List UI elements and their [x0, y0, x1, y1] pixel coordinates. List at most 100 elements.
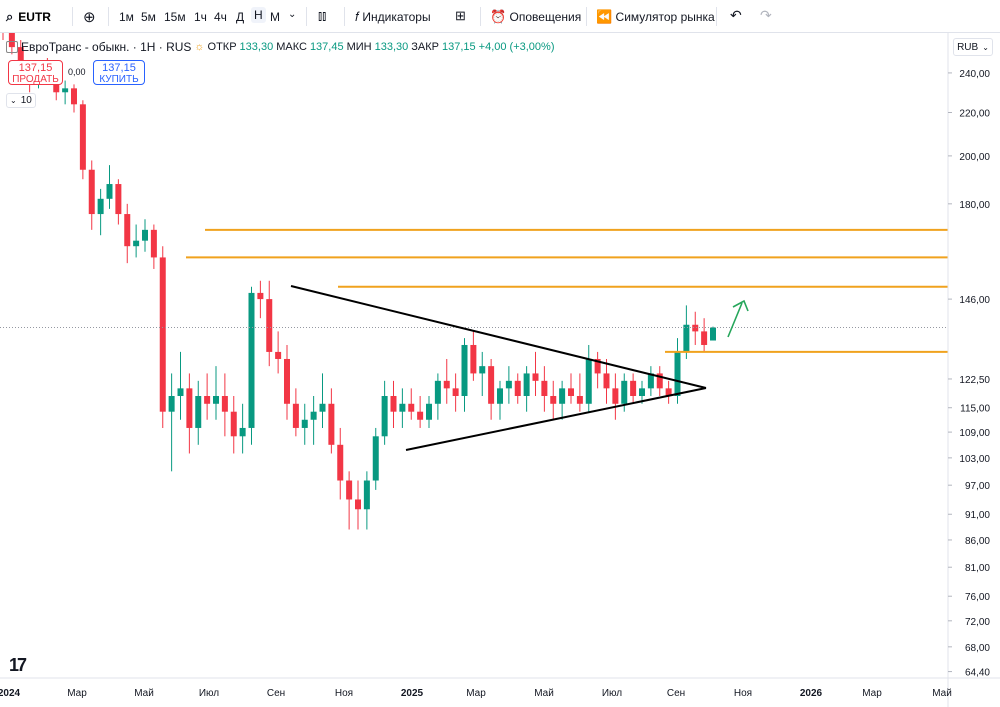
time-tick-label: 2024 [0, 688, 21, 699]
candle-body [683, 324, 690, 352]
candle-body [301, 419, 308, 428]
time-tick-label: Май [932, 688, 952, 699]
buy-button[interactable]: 137,15 КУПИТЬ [93, 60, 145, 85]
toolbar-divider [108, 7, 109, 26]
candle-body [621, 380, 628, 404]
drawings-layer [290, 285, 749, 451]
timeframe-1m[interactable]: 1м [119, 10, 134, 24]
price-tick-label: 72,00 [965, 617, 990, 628]
candle-body [213, 396, 219, 404]
candle [559, 380, 566, 420]
rewind-icon: ⏪ [596, 9, 613, 24]
currency-selector[interactable]: RUB ⌄ [953, 38, 993, 56]
candle [647, 366, 654, 397]
candle-body [514, 380, 521, 397]
layout-grid-icon[interactable]: ⊞ [455, 8, 466, 23]
price-axis[interactable]: 240,00 220,00 200,00 180,00 146,00 122,50 115,… [947, 33, 1000, 707]
triangle-upper-trendline[interactable] [290, 285, 707, 389]
candle-body [248, 292, 255, 428]
candle [585, 344, 592, 412]
horizontal-level: 130,00 [665, 344, 994, 359]
candle [284, 344, 290, 420]
candle [310, 396, 317, 445]
time-tick-label: Май [534, 688, 554, 699]
timeframe-1h[interactable]: 1ч [194, 10, 207, 24]
toolbar-divider [480, 7, 481, 26]
timeframe-4h[interactable]: 4ч [214, 10, 227, 24]
candle [683, 305, 690, 359]
candle [319, 373, 326, 428]
candle [594, 351, 601, 389]
candle [133, 224, 140, 258]
timeframe-15m[interactable]: 15м [164, 10, 186, 24]
candle [701, 318, 708, 352]
close-value: 137,15 [442, 41, 476, 53]
market-status-icon: ☼ [194, 41, 205, 53]
legend-title: ЕвроТранс - обыкн. · 1Н · RUS [21, 40, 192, 54]
toolbar-divider [716, 7, 717, 26]
candle-body [505, 380, 512, 389]
symbol-search[interactable]: ⌕ EUTR [6, 9, 51, 25]
price-tick-label: 220,00 [959, 109, 990, 120]
sell-button[interactable]: 137,15 ПРОДАТЬ [8, 60, 63, 85]
candle-body [532, 373, 539, 381]
alerts-button[interactable]: ⏰ Оповещения [490, 9, 582, 24]
candle [523, 366, 530, 412]
candle [115, 179, 122, 225]
quantity-value: 10 [20, 95, 32, 106]
candle [97, 188, 104, 236]
candle [346, 471, 353, 530]
quantity-field[interactable]: ⌄ 10 [6, 93, 36, 108]
candle-body [665, 388, 672, 397]
candle [390, 380, 397, 428]
timeframe-5m[interactable]: 5м [141, 10, 156, 24]
candle-body [284, 358, 290, 404]
candle-style-icon[interactable]: ⫾⫾ [318, 8, 327, 23]
candle [79, 100, 86, 180]
sell-price: 137,15 [18, 62, 53, 74]
candle-body [639, 388, 645, 397]
candle [372, 427, 379, 490]
timeframe-month[interactable]: М [270, 10, 280, 24]
candle-body [266, 299, 273, 352]
candle-body [71, 88, 77, 105]
candle [452, 373, 459, 412]
price-tick-label: 64,40 [965, 668, 990, 679]
redo-icon[interactable]: ↷ [760, 7, 772, 23]
market-replay-button[interactable]: ⏪ Симулятор рынка [596, 9, 715, 24]
candle-body [79, 104, 86, 170]
candle [665, 380, 672, 404]
spread-value: 0,00 [68, 67, 86, 77]
candle-body [310, 411, 317, 420]
candle [541, 366, 548, 412]
candle-body [221, 396, 228, 412]
timeframe-day[interactable]: Д [236, 10, 245, 24]
low-value: 133,30 [374, 41, 409, 53]
candle-body [647, 373, 654, 389]
add-symbol-icon[interactable]: ⊕ [83, 9, 96, 26]
candle [381, 380, 388, 445]
time-tick-label: Ноя [734, 688, 752, 699]
time-axis[interactable]: 2024 Мар Май Июл Сен Ноя 2025 Мар Май Июл Сен Ноя 20… [0, 677, 1000, 699]
candle-body [470, 344, 477, 374]
alarm-clock-icon: ⏰ [490, 9, 507, 24]
candle-body [568, 388, 574, 397]
chevron-down-icon: ⌄ [10, 96, 17, 105]
toolbar-divider [344, 7, 345, 26]
breakout-arrow[interactable] [727, 299, 749, 338]
indicators-button[interactable]: 𝑓 Индикаторы [355, 9, 431, 24]
triangle-lower-trendline[interactable] [405, 387, 707, 451]
candle [505, 366, 512, 404]
candle [576, 373, 583, 412]
undo-icon[interactable]: ↶ [730, 7, 742, 23]
buy-price: 137,15 [102, 62, 136, 74]
chart-legend: ЕвроТранс - обыкн. · 1Н · RUS ☼ ОТКР 133,… [6, 40, 555, 54]
candle [568, 373, 574, 404]
timeframe-week[interactable]: Н [251, 7, 266, 23]
candle [292, 388, 299, 437]
top-toolbar: ⌕ EUTR ⊕ 1м 5м 15м 1ч 4ч Д Н М ⌄ ⫾⫾ 𝑓 Ин… [0, 0, 1000, 33]
chevron-down-icon[interactable]: ⌄ [288, 9, 297, 20]
candle [417, 396, 424, 428]
candle [257, 280, 264, 319]
